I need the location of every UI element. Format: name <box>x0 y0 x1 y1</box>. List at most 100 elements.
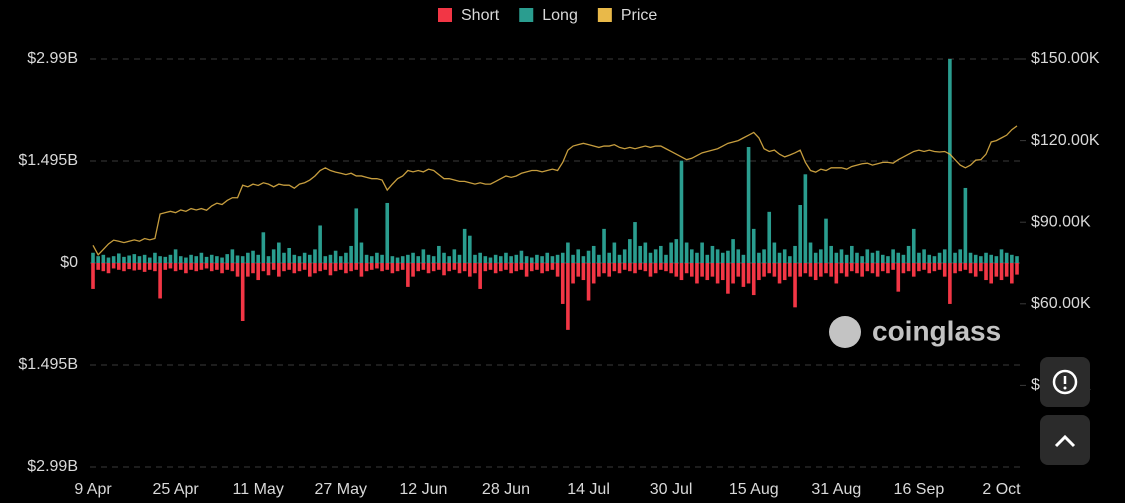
bar <box>344 252 348 263</box>
bar <box>313 249 317 263</box>
bar <box>555 254 560 263</box>
bar <box>751 263 756 296</box>
price-line <box>92 125 1018 256</box>
bar <box>689 249 694 263</box>
bar <box>524 263 529 277</box>
bar <box>602 263 606 274</box>
bar <box>147 257 152 263</box>
bar <box>540 263 544 274</box>
alert-button[interactable] <box>1040 357 1090 407</box>
bar <box>308 263 312 277</box>
bar <box>333 263 338 272</box>
bar <box>628 263 632 272</box>
bar <box>163 263 168 270</box>
bar <box>147 263 152 270</box>
bar <box>984 252 988 263</box>
bar <box>757 252 761 263</box>
bar <box>834 252 839 263</box>
bar <box>498 256 503 263</box>
bar <box>803 174 808 263</box>
bar <box>684 263 689 274</box>
bar <box>194 256 199 263</box>
bar <box>204 256 209 263</box>
bar <box>189 263 193 270</box>
bar <box>287 247 291 263</box>
bar <box>468 263 472 277</box>
y-tick-label: $1.495B <box>18 356 78 373</box>
bar <box>91 263 95 289</box>
bar <box>292 254 297 263</box>
bar <box>338 263 343 270</box>
bar <box>215 263 219 270</box>
bar <box>302 252 307 263</box>
bar <box>901 263 906 274</box>
bar <box>421 263 426 270</box>
bar <box>984 263 988 281</box>
bar <box>659 245 663 263</box>
bar <box>617 263 622 274</box>
bar <box>705 263 710 281</box>
bar <box>158 263 162 299</box>
bar <box>906 263 911 272</box>
watermark: coinglass <box>829 315 1001 348</box>
bar <box>880 254 885 263</box>
bar <box>390 256 395 263</box>
bar <box>653 249 658 263</box>
bar <box>550 263 555 270</box>
bar <box>240 263 245 321</box>
bar <box>576 249 581 263</box>
bar <box>385 263 390 270</box>
y-tick-label: $0 <box>60 254 78 271</box>
bar <box>782 263 787 281</box>
bar <box>282 263 286 272</box>
bar <box>369 263 374 270</box>
bar <box>354 263 359 270</box>
bar <box>333 250 338 263</box>
y2-tick-label: $60.00K <box>1031 295 1091 312</box>
bar <box>535 254 539 263</box>
bar <box>793 263 797 308</box>
bar <box>349 245 353 263</box>
bar <box>602 228 606 263</box>
bar <box>932 263 937 272</box>
x-tick-label: 27 May <box>315 481 367 498</box>
bar <box>199 263 204 270</box>
bar <box>509 256 513 263</box>
bar <box>266 263 271 276</box>
bar <box>891 263 895 270</box>
bar <box>323 256 328 263</box>
bar <box>896 252 901 263</box>
bar <box>344 263 348 274</box>
bar <box>633 222 637 263</box>
bar <box>457 263 462 274</box>
alert-icon <box>1063 386 1067 390</box>
bar <box>798 263 802 277</box>
bar <box>829 245 833 263</box>
bar <box>591 263 596 284</box>
bar <box>922 249 926 263</box>
bar <box>411 252 415 263</box>
bar <box>875 263 880 277</box>
bar <box>576 263 581 277</box>
bar <box>715 249 720 263</box>
bar <box>715 263 720 284</box>
y-tick-label: $1.495B <box>18 152 78 169</box>
bar <box>498 263 503 272</box>
legend-label: Short <box>461 7 500 24</box>
scroll-top-bg[interactable] <box>1040 415 1090 465</box>
scroll-top-button[interactable] <box>1040 415 1090 465</box>
bar <box>251 263 255 274</box>
bar <box>395 257 400 263</box>
bar <box>122 263 126 272</box>
bar <box>416 263 421 272</box>
bar <box>142 254 147 263</box>
bar <box>751 228 756 263</box>
bar <box>473 254 477 263</box>
bar <box>504 263 508 270</box>
bar <box>824 263 828 274</box>
bar <box>901 254 906 263</box>
bar <box>617 254 622 263</box>
y2-tick-label: $120.00K <box>1031 132 1100 149</box>
x-tick-label: 25 Apr <box>152 481 199 498</box>
bar <box>426 254 431 263</box>
